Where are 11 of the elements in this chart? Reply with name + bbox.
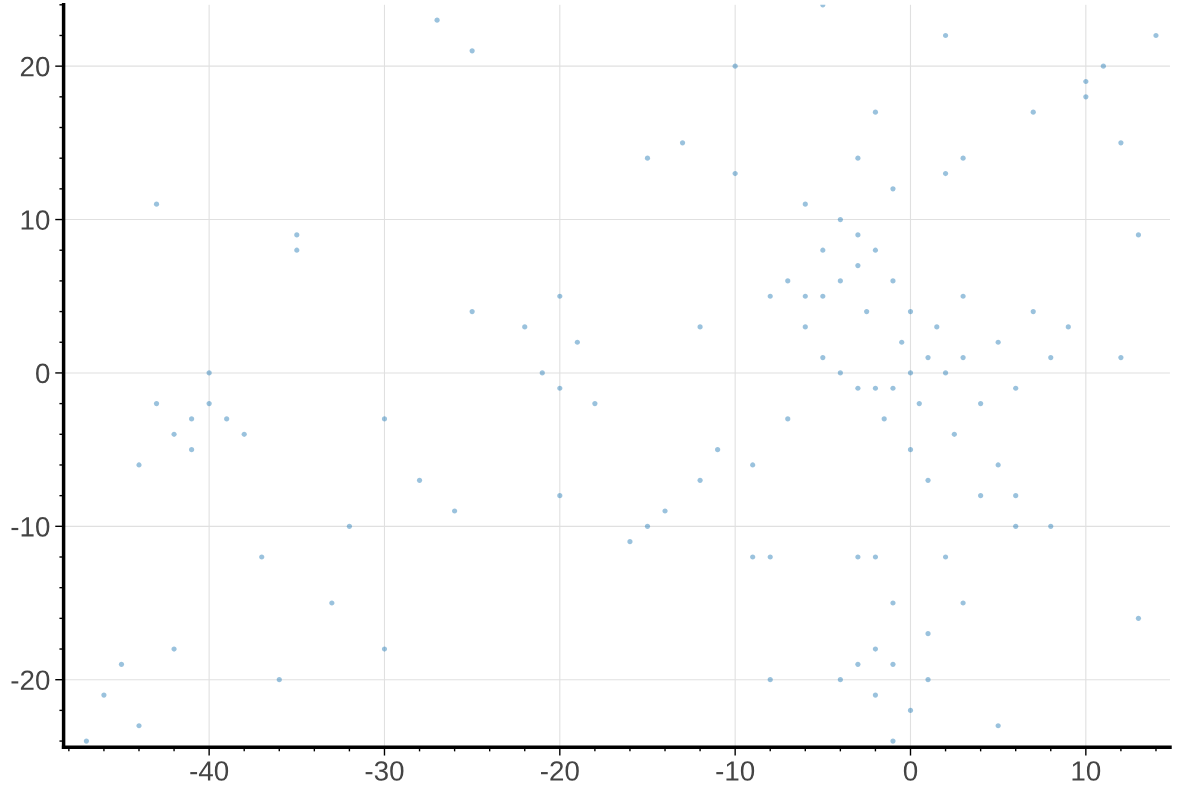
x-tick-label: -10 (716, 761, 755, 781)
y-tick-label: 0 (36, 363, 50, 384)
y-tick-label: 10 (21, 210, 50, 230)
x-tick-label: 0 (903, 761, 918, 781)
y-tick-label: 20 (20, 56, 50, 77)
x-tick-label: -40 (190, 761, 229, 781)
x-tick-label: 10 (1072, 761, 1101, 781)
x-tick-label: -20 (540, 761, 579, 781)
y-tick-label: -10 (11, 516, 50, 537)
y-tick-label: -20 (11, 670, 50, 691)
x-tick-label: -30 (365, 761, 404, 781)
